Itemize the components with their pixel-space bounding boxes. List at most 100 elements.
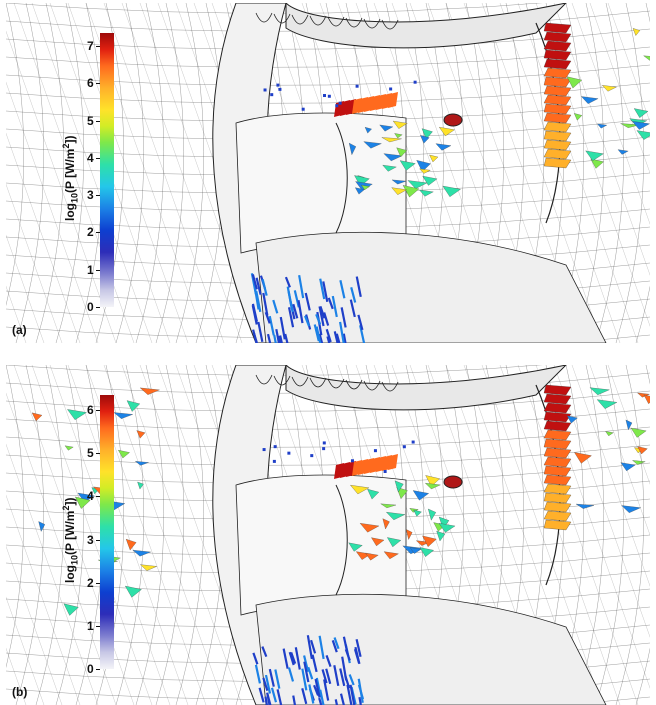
heat-patch [420,135,430,144]
colorbar-title-b: log10(P [W/m2]) [61,497,80,583]
heat-patch [643,394,650,405]
heat-patch [543,76,572,88]
heat-patch [118,449,130,459]
heat-patch [543,67,572,79]
strike-point [252,332,259,343]
heat-patch [74,496,91,509]
strike-point [303,315,311,327]
heat-patch [31,412,43,422]
strike-point [266,694,272,705]
heat-patch [405,529,413,540]
colorbar-tick-mark [96,582,100,584]
heat-patch [67,409,87,421]
mesh-line [499,365,621,705]
strike-point [275,328,281,343]
mesh-line [6,81,99,343]
strike-point [321,669,328,684]
heat-patch [625,419,633,431]
strike-point [286,286,293,309]
mesh-line [121,365,243,705]
mesh-line [575,3,604,343]
mesh-line [13,3,135,343]
heat-patch [391,179,407,185]
strike-point [319,689,325,705]
heat-patch [543,429,572,441]
heat-patch [335,104,339,108]
strike-point [319,306,326,319]
heat-patch [585,150,604,161]
mesh-line [481,365,603,705]
strike-point [342,333,347,343]
heat-patch [354,175,370,187]
mesh-line [575,365,604,705]
colorbar-tick-label: 0 [87,300,94,314]
strike-point [306,635,313,660]
heat-patch [348,542,363,552]
strike-point [262,292,269,316]
heat-patch [278,87,282,91]
colorbar-tick-label: 7 [87,39,94,54]
heat-patch [409,547,422,554]
heat-patch [64,445,74,451]
strike-point [284,333,289,343]
colorbar-gradient [100,33,114,307]
colorbar-tick-mark [96,232,100,234]
colorbar-tick-mark [96,669,100,670]
strike-point [350,287,357,303]
mesh-line [55,365,84,705]
mesh-line [635,365,650,705]
heat-patch [338,101,342,105]
strike-point [262,677,269,692]
mesh-line [607,3,650,123]
panel-b: 0 1 2 3 4 5 6 log10(P [W/m2]) (b) [6,365,650,705]
heat-patch [566,415,578,424]
strike-point [334,699,339,705]
heat-patch [412,490,430,501]
heat-patch [438,523,456,533]
strike-point [282,648,289,669]
mesh-line [6,365,545,376]
heat-patch [360,184,371,190]
heat-patch [429,154,439,163]
mesh-line [67,3,189,343]
heat-patch [373,449,377,453]
heat-patch [396,147,408,158]
strike-point [264,311,271,324]
heat-patch [419,547,435,557]
strike-point [252,652,259,665]
tile-edge [363,18,381,29]
strike-point [258,687,265,703]
strike-point [294,647,301,670]
heat-patch [322,441,326,445]
mesh-line [6,132,81,343]
heat-patch [573,113,583,121]
strike-point [261,279,268,296]
heat-patch [383,469,387,473]
tile-edge [273,375,291,386]
strike-point [268,668,275,687]
heat-patch [442,185,461,198]
strike-point [325,654,332,667]
heat-patch [371,537,385,547]
heat-patch [435,143,452,151]
colorbar-b: 0 1 2 3 4 5 6 [87,395,114,675]
mesh-line [481,3,603,343]
probe [443,113,463,127]
mesh-line [135,3,164,343]
strike-point [279,316,286,340]
strike-point [325,668,332,685]
heat-patch [389,87,393,91]
heat-patch [621,505,642,513]
strike-point [264,674,272,694]
heat-patch [379,124,394,132]
probe [443,475,463,489]
colorbar-tick-label: 4 [87,150,94,165]
heat-patch [383,153,403,162]
heat-patch [394,480,404,493]
heat-patch [436,530,446,542]
strike-point [339,693,345,705]
colorbar-tick-label: 2 [87,575,94,590]
colorbar-tick-label: 3 [87,532,94,547]
heat-patch [381,137,402,143]
mesh-line [6,3,24,307]
